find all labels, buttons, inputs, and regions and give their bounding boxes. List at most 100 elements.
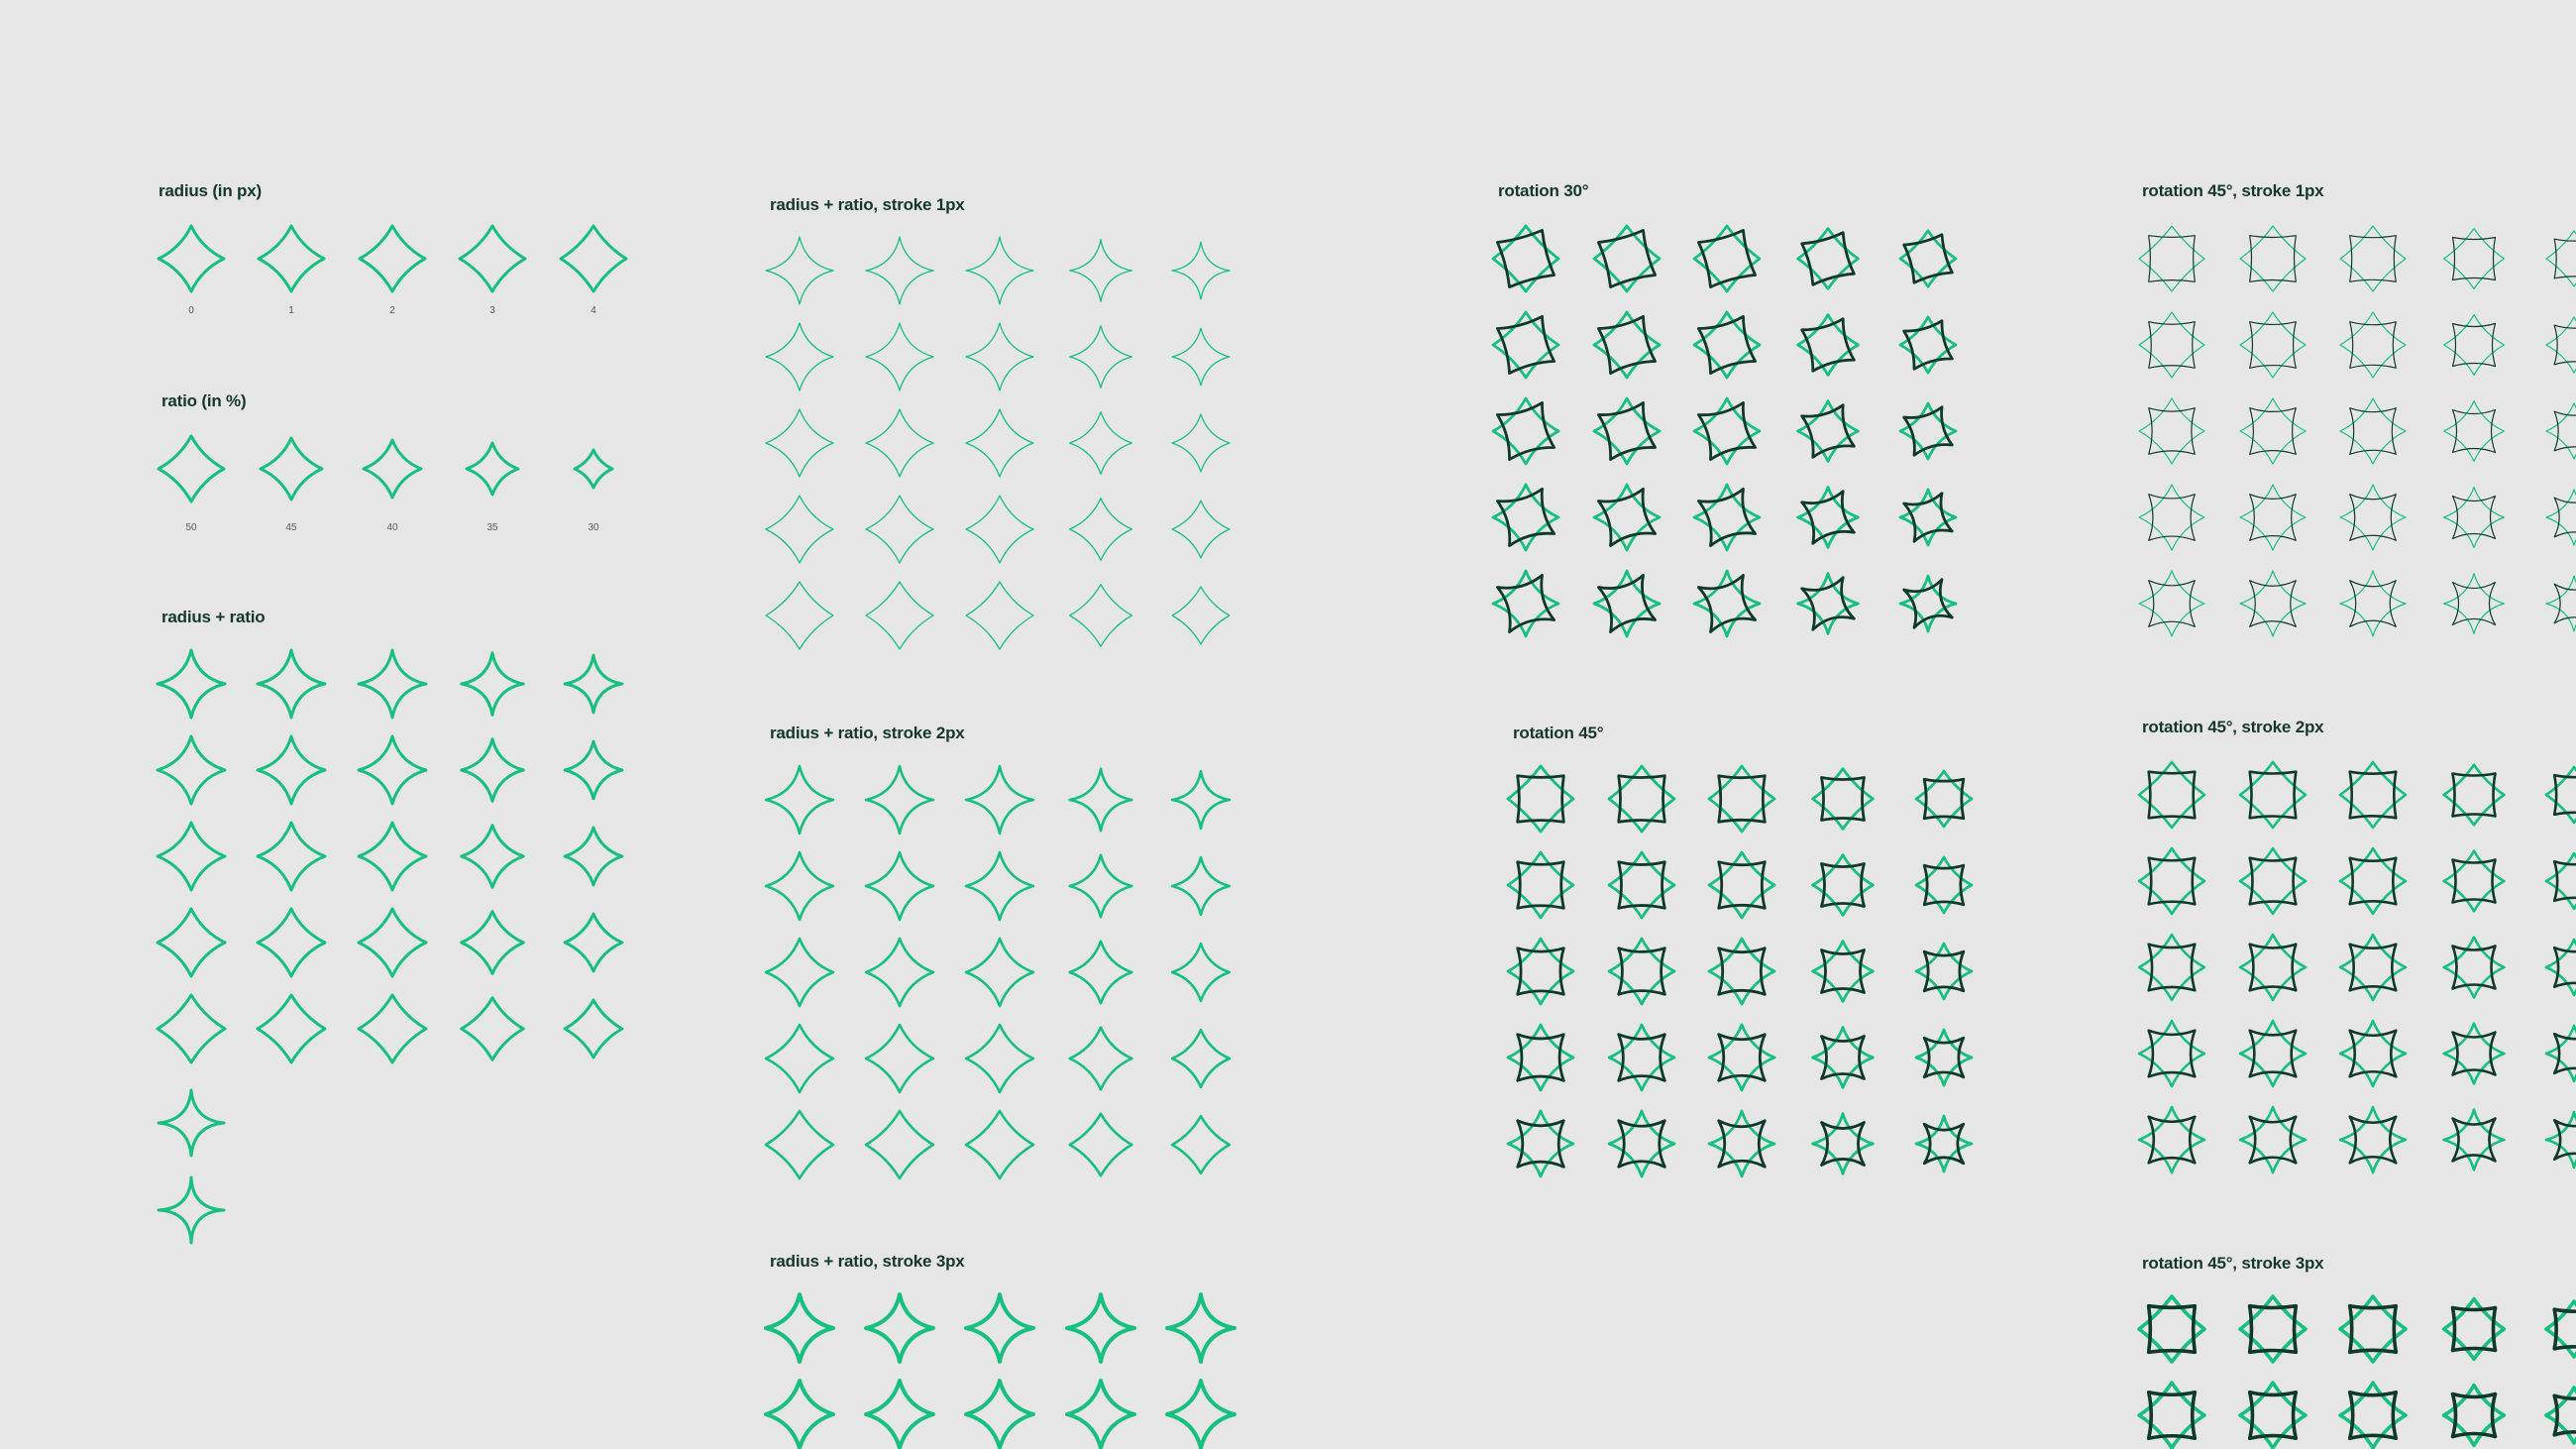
four-point-star-rotated-icon bbox=[2148, 235, 2196, 282]
four-point-star-rotated-icon bbox=[1496, 229, 1556, 288]
ratio-caption-35: 35 bbox=[486, 522, 498, 533]
four-point-star-icon bbox=[256, 821, 327, 892]
four-point-star-icon bbox=[2545, 489, 2576, 546]
four-point-star-rotated-icon bbox=[2451, 945, 2497, 990]
four-point-star-rotated-icon bbox=[1496, 401, 1556, 461]
four-point-star-icon bbox=[357, 993, 428, 1064]
four-point-star-icon bbox=[256, 648, 327, 720]
four-point-star-icon bbox=[865, 322, 934, 391]
four-point-star-rotated-icon bbox=[2451, 858, 2497, 904]
four-point-star-icon bbox=[764, 1379, 835, 1449]
four-point-star-rotated-icon bbox=[2552, 1032, 2576, 1075]
four-point-star-rotated-icon bbox=[2451, 1031, 2497, 1076]
four-point-star-icon bbox=[1069, 239, 1132, 302]
four-point-star-rotated-icon bbox=[2349, 580, 2397, 627]
four-point-star-rotated-icon bbox=[1496, 574, 1556, 633]
four-point-star-icon bbox=[865, 236, 934, 305]
four-point-star-icon bbox=[156, 648, 227, 720]
four-point-star-icon bbox=[2138, 311, 2205, 379]
four-point-star-rotated-icon bbox=[2147, 856, 2197, 906]
four-point-star-rotated-icon bbox=[1922, 777, 1966, 821]
four-point-star-rotated-icon bbox=[2349, 494, 2397, 541]
four-point-star-icon bbox=[1068, 1026, 1133, 1091]
section-title-stroke-3px: radius + ratio, stroke 3px bbox=[770, 1252, 965, 1271]
four-point-star-icon bbox=[1170, 942, 1232, 1003]
four-point-star-rotated-icon bbox=[1617, 1119, 1666, 1169]
four-point-star-rotated-icon bbox=[1496, 315, 1556, 375]
four-point-star-rotated-icon bbox=[2348, 856, 2398, 906]
four-point-star-icon bbox=[1068, 853, 1133, 919]
four-point-star-icon bbox=[1592, 483, 1662, 552]
four-point-star-rotated-icon bbox=[2349, 407, 2397, 455]
four-point-star-icon bbox=[357, 734, 428, 806]
four-point-star-rotated-icon bbox=[1617, 947, 1666, 996]
four-point-star-icon bbox=[764, 1292, 835, 1364]
four-point-star-rotated-icon bbox=[2148, 321, 2196, 369]
four-point-star-rotated-icon bbox=[2249, 407, 2297, 455]
radius-caption-2: 2 bbox=[389, 305, 395, 316]
four-point-star-icon bbox=[1692, 569, 1762, 638]
four-point-star-icon bbox=[256, 907, 327, 978]
four-point-star-rotated-icon bbox=[2248, 943, 2298, 992]
four-point-star-rotated-icon bbox=[1597, 229, 1657, 288]
four-point-star-rotated-icon bbox=[2147, 1115, 2197, 1165]
four-point-star-rotated-icon bbox=[1697, 401, 1757, 461]
four-point-star-icon bbox=[156, 993, 227, 1064]
four-point-star-icon bbox=[2138, 484, 2205, 551]
four-point-star-icon bbox=[460, 737, 525, 803]
section-title-rotation-45: rotation 45° bbox=[1513, 724, 1604, 742]
four-point-star-icon bbox=[1506, 1109, 1575, 1178]
four-point-star-icon bbox=[964, 1379, 1035, 1449]
ratio-caption-50: 50 bbox=[185, 522, 197, 533]
four-point-star-icon bbox=[1065, 1292, 1136, 1364]
four-point-star-rotated-icon bbox=[1922, 949, 1966, 993]
four-point-star-icon bbox=[764, 1023, 835, 1094]
four-point-star-icon bbox=[1898, 488, 1958, 547]
four-point-star-icon bbox=[460, 824, 525, 889]
section-title-radius: radius (in px) bbox=[159, 181, 262, 200]
four-point-star-icon bbox=[156, 821, 227, 892]
four-point-star-icon bbox=[1068, 940, 1133, 1005]
four-point-star-icon bbox=[2443, 573, 2505, 634]
four-point-star-icon bbox=[1692, 310, 1762, 380]
four-point-star-icon bbox=[864, 1292, 935, 1364]
four-point-star-icon bbox=[1898, 574, 1958, 633]
four-point-star-rotated-icon bbox=[1922, 1122, 1966, 1166]
four-point-star-rotated-icon bbox=[1902, 319, 1954, 371]
four-point-star-icon bbox=[964, 850, 1035, 922]
four-point-star-icon bbox=[2443, 228, 2505, 289]
four-point-star-icon bbox=[1491, 483, 1560, 552]
four-point-star-icon bbox=[2239, 570, 2307, 637]
four-point-star-icon bbox=[559, 224, 628, 293]
four-point-star-icon bbox=[1069, 584, 1132, 647]
four-point-star-rotated-icon bbox=[2552, 1307, 2576, 1351]
four-point-star-icon bbox=[1796, 399, 1860, 463]
ratio-caption-45: 45 bbox=[285, 522, 297, 533]
four-point-star-icon bbox=[865, 408, 934, 478]
four-point-star-icon bbox=[563, 739, 624, 801]
four-point-star-rotated-icon bbox=[2348, 1029, 2398, 1078]
four-point-star-icon bbox=[765, 495, 834, 564]
four-point-star-icon bbox=[765, 408, 834, 478]
four-point-star-rotated-icon bbox=[1516, 860, 1565, 910]
four-point-star-icon bbox=[460, 996, 525, 1061]
four-point-star-rotated-icon bbox=[1820, 948, 1866, 994]
four-point-star-icon bbox=[157, 1175, 226, 1245]
four-point-star-rotated-icon bbox=[1800, 231, 1856, 286]
four-point-star-icon bbox=[965, 581, 1034, 650]
four-point-star-icon bbox=[765, 322, 834, 391]
four-point-star-icon bbox=[2137, 1019, 2206, 1088]
four-point-star-icon bbox=[2443, 487, 2505, 548]
four-point-star-icon bbox=[864, 1109, 935, 1180]
four-point-star-icon bbox=[764, 1109, 835, 1180]
section-title-rotation-45-stroke-2px: rotation 45°, stroke 2px bbox=[2142, 718, 2324, 736]
four-point-star-icon bbox=[1607, 1023, 1676, 1092]
four-point-star-icon bbox=[2138, 397, 2205, 465]
four-point-star-icon bbox=[358, 224, 427, 293]
four-point-star-icon bbox=[1506, 1023, 1575, 1092]
four-point-star-icon bbox=[2544, 851, 2576, 911]
four-point-star-rotated-icon bbox=[1717, 774, 1767, 824]
radius-caption-0: 0 bbox=[188, 305, 194, 316]
